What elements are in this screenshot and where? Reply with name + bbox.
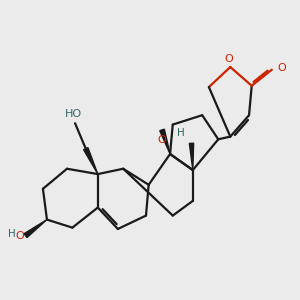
- Polygon shape: [84, 148, 98, 174]
- Polygon shape: [24, 220, 47, 238]
- Text: O: O: [277, 63, 286, 74]
- Text: O: O: [158, 135, 167, 145]
- Polygon shape: [189, 143, 194, 170]
- Text: O: O: [15, 231, 24, 241]
- Text: H: H: [8, 229, 16, 239]
- Text: H: H: [177, 128, 184, 138]
- Polygon shape: [160, 129, 170, 154]
- Text: O: O: [225, 54, 233, 64]
- Text: HO: HO: [65, 109, 82, 119]
